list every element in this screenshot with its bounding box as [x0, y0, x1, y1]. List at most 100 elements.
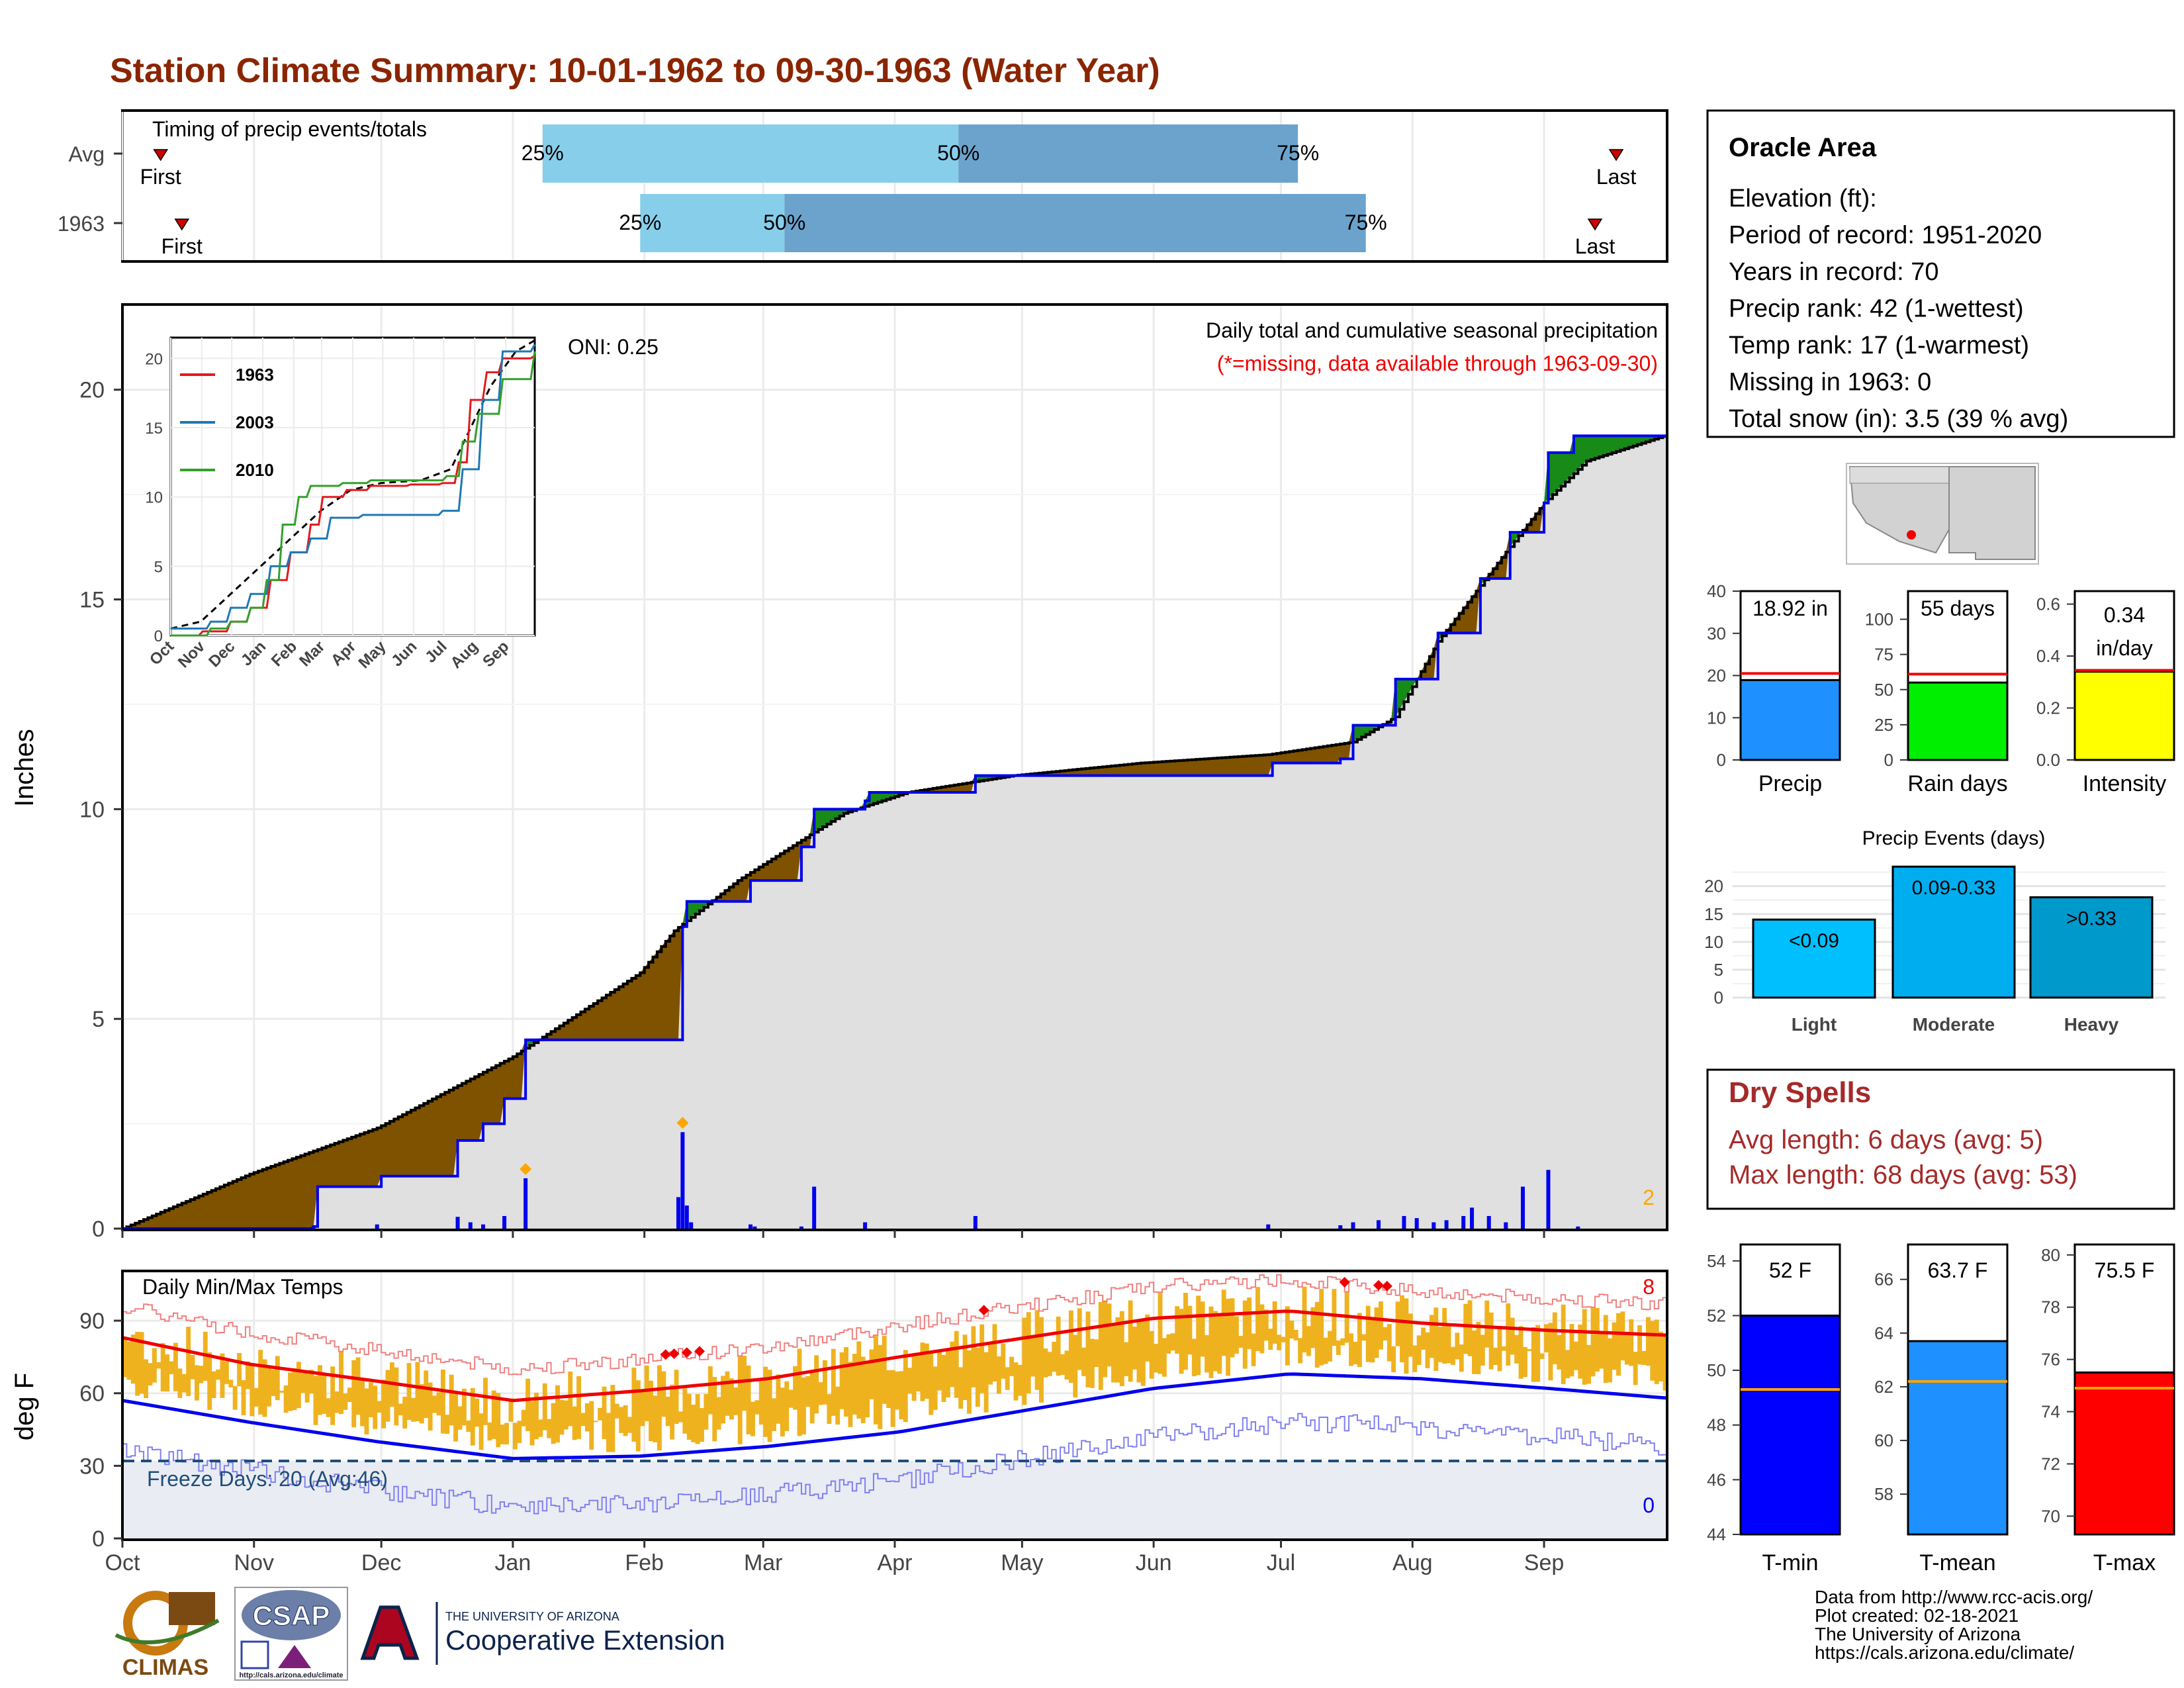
- daily-temp-bar: [1594, 1307, 1600, 1372]
- daily-temp-bar: [1400, 1295, 1404, 1363]
- inset-series-2003: [171, 344, 536, 630]
- daily-temp-bar: [619, 1407, 624, 1433]
- daily-temp-bar: [958, 1367, 964, 1409]
- event-bar-light: [1752, 918, 1876, 999]
- daily-temp-bar: [827, 1394, 832, 1425]
- daily-temp-bar: [1026, 1312, 1031, 1393]
- daily-temp-bar: [253, 1387, 259, 1407]
- daily-temp-bar: [1293, 1329, 1298, 1340]
- daily-temp-bar: [1149, 1331, 1154, 1379]
- daily-temp-bar: [916, 1355, 921, 1392]
- events-y-tick: 20: [1704, 876, 1723, 896]
- daily-temp-bar: [1221, 1289, 1226, 1356]
- summary-y-tick: 50: [1874, 680, 1893, 700]
- temp-summary-y-tick: 52: [1707, 1305, 1726, 1325]
- max-count-label: 8: [1643, 1275, 1655, 1299]
- daily-temp-bar: [1332, 1289, 1337, 1346]
- daily-temp-bar: [988, 1344, 993, 1385]
- daily-temp-bar: [288, 1372, 293, 1411]
- info-line: Elevation (ft):: [1729, 185, 1877, 212]
- daily-temp-bar: [1230, 1298, 1235, 1358]
- daily-temp-bar: [135, 1332, 140, 1396]
- csap-logo: CSAP http://cals.arizona.edu/climate: [234, 1587, 348, 1681]
- timing-bar-25-50: [640, 194, 785, 252]
- daily-precip-bar: [1351, 1222, 1355, 1229]
- daily-temp-bar: [1017, 1364, 1023, 1396]
- record-high-marker: [660, 1349, 671, 1360]
- precip-events-title: Precip Events (days): [1862, 827, 2046, 849]
- daily-temp-bar: [962, 1335, 968, 1401]
- daily-temp-bar: [996, 1356, 1001, 1394]
- daily-temp-bar: [1115, 1317, 1120, 1383]
- timing-q75: 75%: [1345, 211, 1387, 234]
- daily-temp-bar: [865, 1363, 870, 1418]
- daily-temp-bar: [1510, 1317, 1515, 1355]
- daily-temp-bar: [576, 1376, 582, 1439]
- daily-temp-bar: [330, 1366, 336, 1425]
- station-name: Oracle Area: [1729, 133, 1877, 162]
- daily-temp-bar: [1081, 1347, 1087, 1376]
- daily-temp-bar: [712, 1377, 717, 1442]
- record-high-marker: [668, 1348, 680, 1360]
- daily-temp-bar: [360, 1380, 365, 1427]
- last-label: Last: [1596, 165, 1637, 189]
- daily-temp-bar: [1098, 1301, 1103, 1390]
- daily-precip-bar: [1432, 1222, 1436, 1229]
- month-label: Jul: [1267, 1550, 1295, 1575]
- daily-temp-bar: [670, 1384, 675, 1440]
- daily-temp-bar: [1612, 1322, 1617, 1370]
- daily-temp-bar: [822, 1360, 827, 1405]
- daily-temp-bar: [1268, 1329, 1273, 1350]
- precip-subtitle: Daily total and cumulative seasonal prec…: [1206, 318, 1658, 342]
- daily-temp-bar: [1030, 1335, 1036, 1377]
- daily-temp-bar: [1472, 1330, 1477, 1374]
- daily-temp-bar: [686, 1393, 692, 1440]
- station-info-box: Oracle Area Elevation (ft): Period of rec…: [1706, 109, 2175, 438]
- ua-small-text: THE UNIVERSITY OF ARIZONA: [445, 1610, 619, 1623]
- daily-temp-bar: [292, 1368, 297, 1411]
- daily-temp-bar: [1408, 1313, 1413, 1357]
- inset-y-tick: 5: [154, 558, 163, 576]
- temp-summary-y-tick: 60: [1874, 1430, 1893, 1450]
- daily-temp-bar: [856, 1341, 862, 1419]
- daily-temp-bar: [1060, 1354, 1065, 1375]
- precip-count-label: 2: [1643, 1186, 1655, 1209]
- daily-temp-bar: [1608, 1338, 1613, 1383]
- daily-temp-bar: [1259, 1304, 1265, 1354]
- daily-temp-bar: [572, 1406, 577, 1440]
- daily-temp-bar: [1323, 1337, 1328, 1364]
- daily-temp-bar: [1183, 1292, 1188, 1370]
- precip-y-tick: 10: [79, 797, 105, 822]
- daily-temp-bar: [945, 1351, 950, 1397]
- summary-bar-precip: [1739, 679, 1841, 761]
- daily-temp-bar: [1136, 1321, 1142, 1383]
- daily-temp-bar: [1416, 1335, 1422, 1366]
- daily-temp-bar: [385, 1370, 390, 1422]
- daily-temp-bar: [1455, 1333, 1460, 1360]
- daily-temp-bar: [992, 1324, 997, 1382]
- summary-y-tick: 10: [1707, 708, 1726, 727]
- event-category: Light: [1792, 1014, 1837, 1035]
- summary-y-tick: 0.0: [2036, 750, 2060, 770]
- daily-temp-bar: [776, 1374, 781, 1424]
- daily-temp-bar: [1103, 1300, 1108, 1378]
- daily-temp-bar: [1217, 1315, 1222, 1374]
- daily-temp-bar: [258, 1350, 263, 1415]
- daily-temp-bar: [1599, 1333, 1604, 1369]
- daily-temp-bar: [199, 1366, 204, 1383]
- daily-temp-bar: [1208, 1306, 1214, 1378]
- daily-precip-bar: [799, 1226, 803, 1229]
- daily-temp-bar: [343, 1393, 348, 1410]
- summary-y-tick: 75: [1874, 645, 1893, 665]
- daily-temp-bar: [1565, 1350, 1570, 1379]
- daily-temp-bar: [339, 1351, 343, 1415]
- daily-temp-bar: [1285, 1306, 1290, 1366]
- daily-temp-bar: [1391, 1346, 1396, 1373]
- daily-temp-bar: [665, 1396, 670, 1427]
- daily-temp-bar: [1383, 1327, 1388, 1341]
- daily-precip-bar: [1414, 1218, 1419, 1229]
- cumulative-1963-line: [122, 435, 1668, 1230]
- freeze-days-note: Freeze Days: 20 (Avg:46): [147, 1467, 388, 1491]
- daily-temp-bar: [1056, 1317, 1061, 1376]
- daily-temp-bar: [1633, 1352, 1638, 1385]
